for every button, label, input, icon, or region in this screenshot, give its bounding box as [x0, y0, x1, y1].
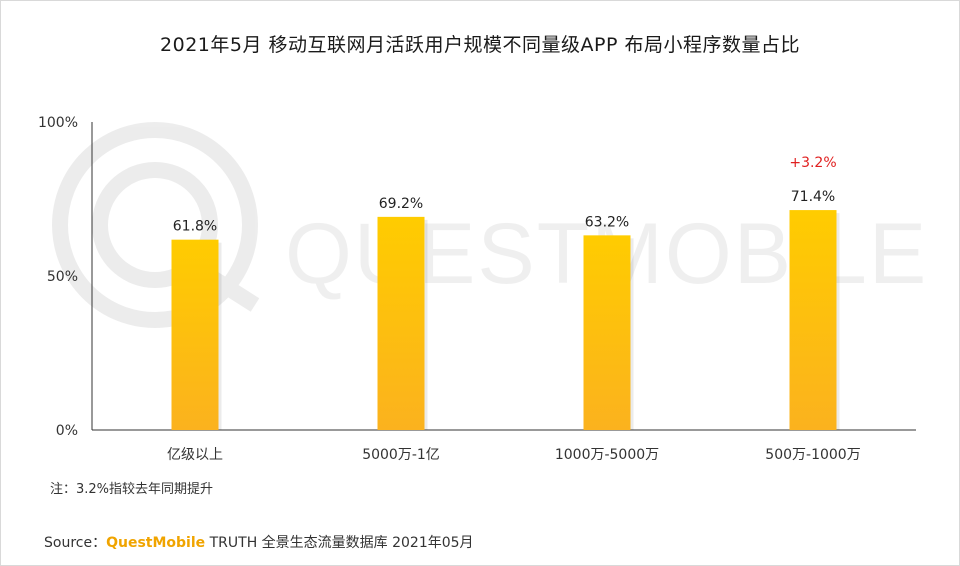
data-label: 71.4%: [791, 189, 835, 205]
chart-title: 2021年5月 移动互联网月活跃用户规模不同量级APP 布局小程序数量占比: [160, 34, 800, 56]
bar: [583, 235, 631, 430]
source-text: TRUTH 全景生态流量数据库 2021年05月: [209, 535, 474, 551]
y-tick-label: 100%: [38, 115, 78, 131]
y-tick-label: 50%: [47, 269, 78, 285]
source-brand: QuestMobile: [106, 535, 206, 551]
data-label: 63.2%: [585, 214, 629, 230]
source-label: Source：: [44, 535, 107, 551]
x-tick-label: 500万-1000万: [765, 447, 860, 463]
watermark-ring-inner: [92, 162, 218, 288]
bar: [789, 210, 837, 430]
annotation-label: +3.2%: [789, 155, 836, 171]
y-tick-label: 0%: [56, 423, 78, 439]
bar: [377, 216, 425, 430]
source-line: Source：QuestMobile TRUTH 全景生态流量数据库 2021年…: [44, 532, 474, 552]
watermark-ring-outer: [52, 122, 258, 328]
x-tick-label: 5000万-1亿: [362, 447, 440, 463]
x-tick-label: 1000万-5000万: [555, 447, 659, 463]
x-tick-label: 亿级以上: [167, 447, 223, 463]
bar: [171, 239, 219, 430]
footnote: 注：3.2%指较去年同期提升: [50, 482, 214, 497]
data-label: 69.2%: [379, 196, 423, 212]
data-label: 61.8%: [173, 219, 217, 235]
